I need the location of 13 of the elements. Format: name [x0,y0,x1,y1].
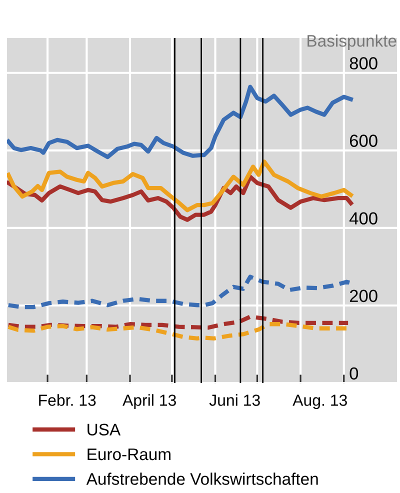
x-tick-label: Febr. 13 [39,394,96,406]
legend-label: Aufstrebende Volkswirtschaften [86,472,318,485]
y-tick-label: 600 [350,134,378,147]
y-axis-title: Basispunkte [308,34,396,50]
y-tick-label: 400 [349,212,378,225]
x-tick-label: Aug. 13 [292,394,347,410]
x-tick-label: Juni 13 [209,394,260,406]
y-tick-label: 800 [350,57,378,70]
legend-label: Euro-Raum [88,448,170,460]
y-tick-label: 200 [350,290,378,302]
legend-label: USA [88,424,121,436]
y-tick-label: 0 [350,367,358,380]
x-tick-label: April 13 [122,394,176,410]
